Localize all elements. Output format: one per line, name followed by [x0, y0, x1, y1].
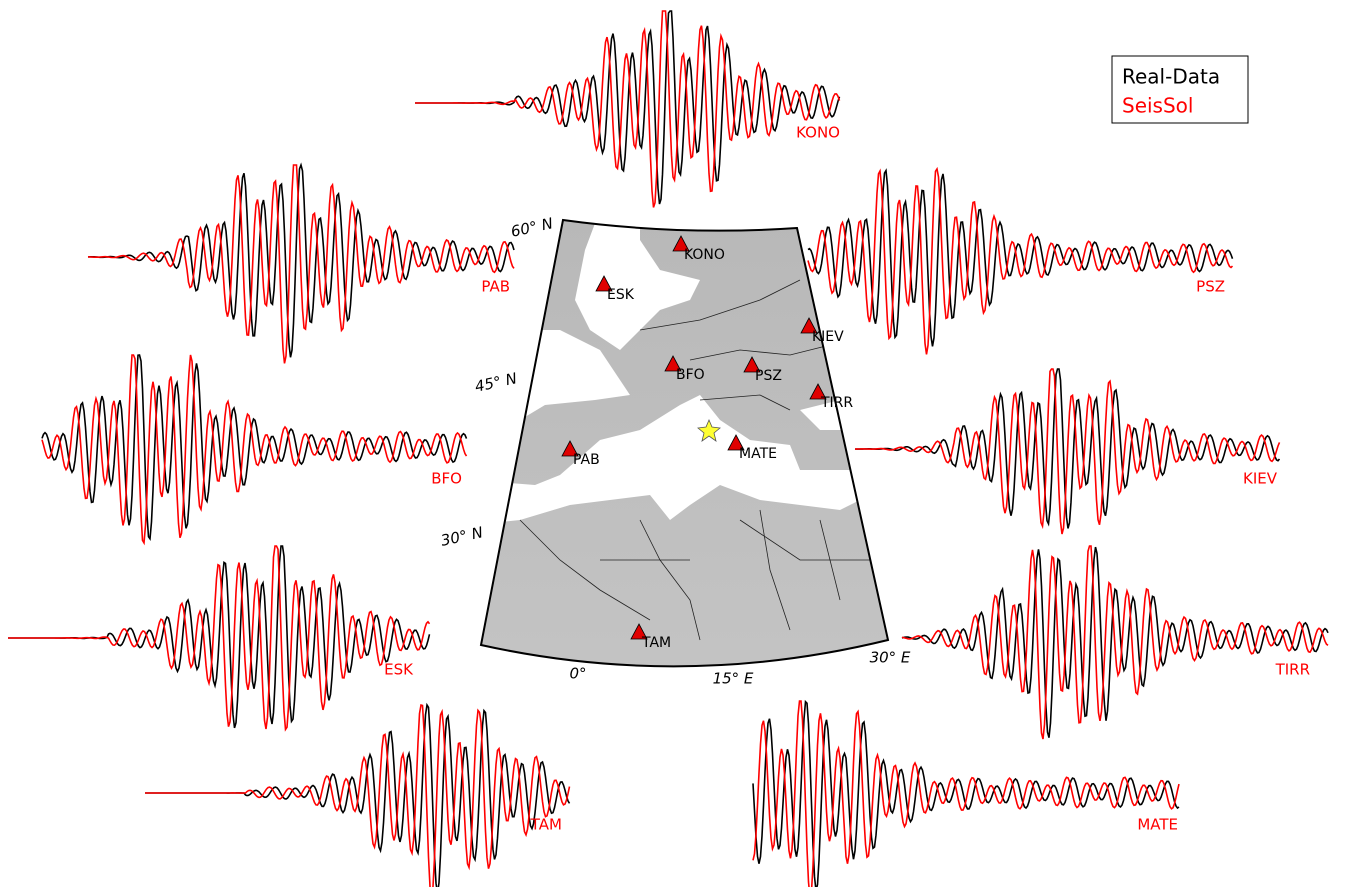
station-label: PAB: [573, 452, 600, 468]
longitude-label: 30° E: [870, 649, 911, 667]
legend-label: SeisSol: [1122, 94, 1193, 118]
trace-label: MATE: [1137, 816, 1178, 834]
station-label: TIRR: [820, 395, 853, 411]
latitude-label: 60° N: [509, 214, 554, 240]
trace-label: BFO: [431, 470, 462, 488]
latitude-label: 30° N: [439, 523, 484, 549]
trace-label: ESK: [384, 661, 414, 679]
real-trace: [808, 171, 1233, 347]
station-label: KONO: [684, 247, 725, 263]
longitude-label: 15° E: [713, 670, 754, 688]
trace-label: TIRR: [1275, 661, 1310, 679]
real-trace: [145, 705, 570, 887]
trace-label: PAB: [481, 278, 510, 296]
trace-label: PSZ: [1196, 278, 1225, 296]
real-trace: [415, 11, 840, 204]
trace-label: TAM: [530, 816, 562, 834]
legend-label: Real-Data: [1122, 65, 1220, 89]
legend: Real-Data SeisSol: [1112, 56, 1248, 123]
station-label: KIEV: [812, 329, 844, 345]
synthetic-trace: [902, 546, 1328, 739]
synthetic-trace: [42, 355, 467, 543]
trace-label: KIEV: [1243, 470, 1278, 488]
station-label: ESK: [607, 287, 635, 303]
station-label: MATE: [739, 446, 777, 462]
station-label: PSZ: [755, 368, 782, 384]
real-trace: [42, 355, 467, 539]
real-trace: [753, 702, 1179, 887]
station-label: BFO: [676, 367, 705, 383]
synthetic-trace: [808, 169, 1233, 354]
latitude-label: 45° N: [473, 369, 518, 395]
synthetic-trace: [88, 165, 514, 363]
longitude-label: 0°: [569, 665, 586, 683]
trace-label: KONO: [796, 124, 840, 142]
figure: Real-Data SeisSol KONO PAB PSZ BFO KIEV ESK TIR…: [0, 0, 1353, 887]
station-label: TAM: [641, 635, 671, 651]
